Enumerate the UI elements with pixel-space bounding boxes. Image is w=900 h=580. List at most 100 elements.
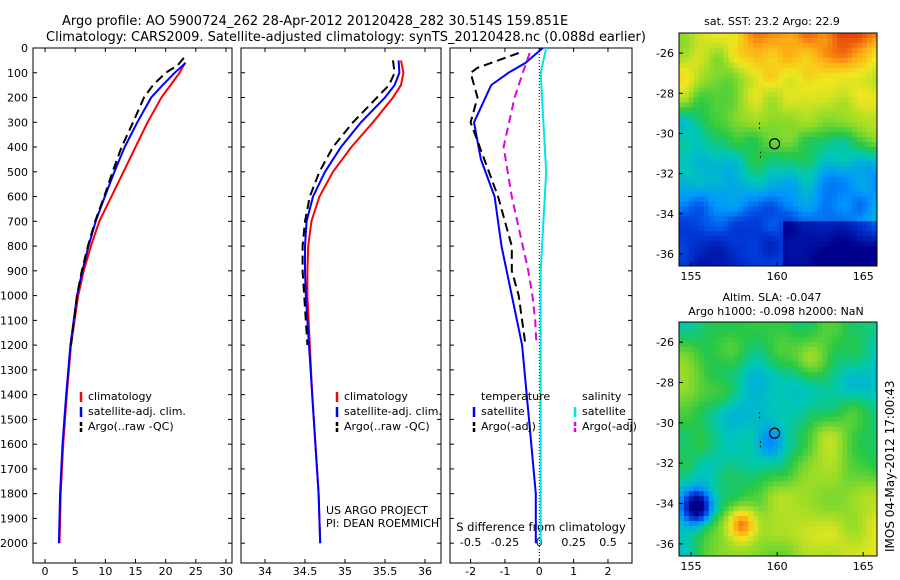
map-cell [688, 521, 695, 527]
map-cell [703, 326, 710, 333]
map-cell [837, 127, 843, 133]
map-cell [817, 486, 823, 492]
map-cell [827, 206, 833, 212]
map-cell [842, 206, 848, 212]
map-cell [738, 486, 744, 492]
map-cell [738, 351, 744, 358]
map-cell [758, 536, 764, 542]
map-cell [802, 501, 809, 507]
map-cell [763, 376, 769, 383]
map-cell [802, 161, 809, 168]
map-cell [782, 431, 789, 437]
map-cell [862, 356, 868, 363]
map-cell [852, 506, 858, 512]
map-cell [733, 236, 739, 242]
map-cell [743, 216, 749, 222]
map-cell [723, 37, 729, 44]
map-cell [773, 376, 779, 383]
map-cell [807, 351, 814, 358]
map-cell [782, 531, 789, 537]
map-cell [802, 391, 809, 398]
map-cell [862, 112, 868, 118]
map-cell [703, 196, 710, 202]
map-cell [748, 92, 754, 98]
map-cell [807, 476, 814, 482]
map-cell [703, 331, 710, 338]
map-cell [842, 331, 848, 338]
map-cell [817, 236, 823, 242]
map-cell [698, 391, 705, 398]
map-cell [782, 77, 789, 83]
map-cell [708, 211, 715, 217]
map-cell [693, 42, 700, 49]
map-cell [679, 411, 685, 417]
map-cell [802, 62, 809, 69]
map-cell [797, 156, 804, 163]
map-cell [802, 122, 809, 128]
map-cell [862, 381, 868, 388]
map-cell [862, 92, 868, 98]
map-cell [782, 471, 789, 477]
map-cell [698, 356, 705, 363]
map-cell [723, 386, 729, 393]
map-cell [822, 47, 828, 54]
map-cell [683, 57, 690, 64]
map-cell [753, 496, 759, 502]
map-cell [817, 87, 823, 93]
map-cell [802, 142, 809, 148]
map-cell [852, 426, 858, 432]
map-cell [782, 441, 789, 447]
map-cell [802, 171, 809, 178]
map-cell [792, 82, 799, 88]
map-cell [758, 511, 764, 517]
map-cell [872, 52, 878, 59]
map-cell [832, 501, 838, 507]
map-cell [852, 122, 858, 128]
map-cell [852, 336, 858, 343]
map-cell [787, 521, 794, 527]
map-cell [713, 261, 719, 267]
map-cell [703, 511, 710, 517]
map-cell [842, 471, 848, 477]
map-cell [733, 112, 739, 118]
map-cell [743, 441, 749, 447]
map-cell [827, 341, 833, 348]
map-cell [713, 366, 719, 373]
map-cell [688, 551, 695, 557]
map-cell [688, 326, 695, 333]
map-cell [778, 516, 784, 522]
map-cell [787, 536, 794, 542]
map-cell [822, 142, 828, 148]
map-cell [807, 406, 814, 413]
map-cell [728, 231, 734, 237]
map-cell [763, 356, 769, 363]
map-cell [679, 132, 685, 138]
map-cell [872, 226, 878, 232]
map-cell [748, 441, 754, 447]
map-cell [688, 122, 695, 128]
map-cell [718, 127, 724, 133]
map-cell [763, 211, 769, 217]
map-cell [738, 67, 744, 74]
map-cell [718, 137, 724, 143]
map-cell [807, 341, 814, 348]
map-cell [822, 151, 828, 158]
map-cell [802, 441, 809, 447]
map-cell [792, 191, 799, 197]
map-cell [728, 486, 734, 492]
map-cell [723, 496, 729, 502]
map-cell [698, 371, 705, 378]
map-cell [827, 191, 833, 197]
map-cell [817, 471, 823, 477]
map-cell [857, 366, 863, 373]
map-cell [792, 351, 799, 358]
map-cell [753, 77, 759, 83]
map-cell [773, 42, 779, 49]
map-cell [683, 416, 690, 422]
map-cell [683, 181, 690, 188]
map-y-tick-label: -30 [656, 417, 674, 430]
map-cell [738, 261, 744, 267]
map-cell [837, 47, 843, 54]
map-cell [842, 52, 848, 59]
map-cell [807, 236, 814, 242]
